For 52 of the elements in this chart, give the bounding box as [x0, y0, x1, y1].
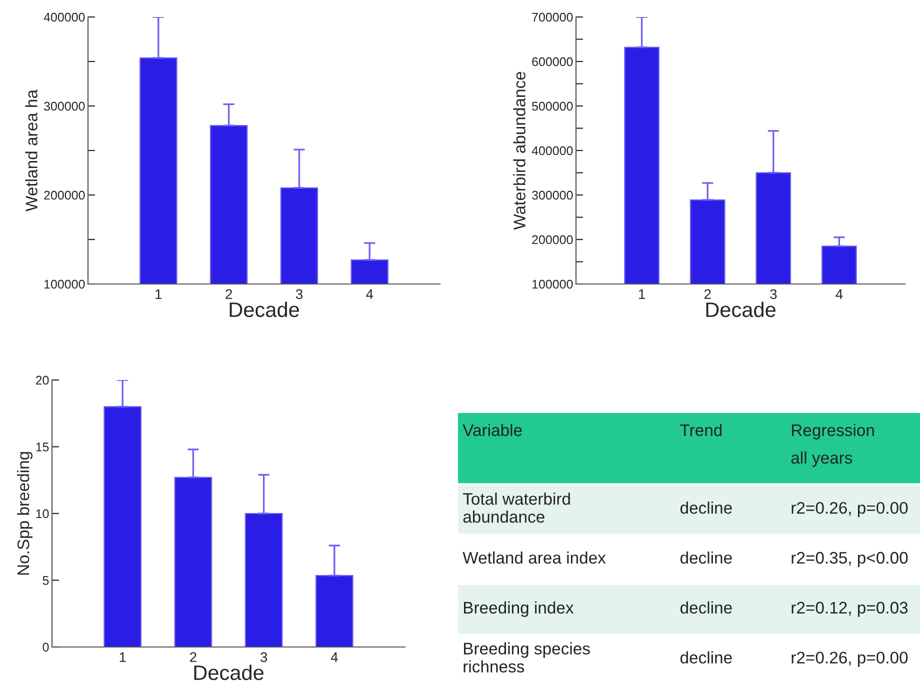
- x-tick-label: 3: [296, 289, 302, 300]
- y-axis-title: Waterbird abundance: [513, 72, 526, 230]
- x-tick-label: 1: [156, 289, 162, 299]
- y-tick-label: 300000: [44, 102, 85, 111]
- bar: [315, 575, 354, 647]
- y-axis-title: Wetland area ha: [25, 89, 38, 212]
- x-tick-label: 1: [638, 289, 645, 299]
- x-axis-title: Decade: [230, 302, 299, 318]
- text: Variable: [462, 424, 522, 436]
- y-tick-label: 200000: [44, 190, 85, 200]
- text: decline: [680, 651, 732, 664]
- text: Breeding species richness: [464, 642, 590, 672]
- text: Breeding index: [464, 601, 574, 617]
- x-axis-title: Decade: [706, 302, 776, 318]
- y-tick-label: 0: [42, 642, 49, 652]
- y-tick-label: 100000: [44, 280, 85, 289]
- text: Wetland area index: [462, 551, 606, 564]
- x-tick-label: 4: [366, 289, 374, 299]
- x-tick-label: 2: [226, 289, 232, 299]
- x-tick-label: 3: [260, 652, 268, 662]
- x-axis-title: Decade: [194, 664, 264, 680]
- text: Total waterbird abundance: [462, 492, 570, 523]
- y-tick-label: 400000: [532, 146, 573, 156]
- y-tick-label: 10: [36, 509, 49, 518]
- bar: [244, 512, 283, 647]
- y-axis-title: No.Spp breeding: [17, 452, 33, 575]
- text: r2=0.26, p=0.00: [792, 502, 908, 518]
- text: r2=0.35, p<0.00: [792, 552, 908, 567]
- x-tick-label: 3: [770, 289, 777, 300]
- text: Trend: [680, 424, 722, 436]
- y-tick-label: 600000: [532, 57, 573, 66]
- x-tick-label: 2: [704, 289, 711, 299]
- text: decline: [680, 551, 732, 564]
- y-tick-label: 15: [36, 442, 49, 452]
- y-tick-label: 100000: [532, 280, 573, 289]
- x-tick-label: 2: [190, 652, 196, 662]
- y-tick-label: 200000: [532, 235, 573, 244]
- y-tick-label: 20: [36, 376, 49, 385]
- x-tick-label: 1: [120, 652, 126, 662]
- text: decline: [680, 601, 732, 614]
- bar: [174, 476, 212, 647]
- y-tick-label: 5: [42, 576, 49, 585]
- y-tick-label: 400000: [44, 12, 85, 22]
- x-tick-label: 4: [330, 652, 338, 662]
- text: r2=0.26, p=0.00: [792, 652, 908, 667]
- text: Regression all years: [791, 424, 874, 468]
- text: decline: [680, 502, 732, 514]
- y-tick-label: 300000: [532, 190, 573, 200]
- text: r2=0.12, p=0.03: [792, 602, 908, 617]
- x-tick-label: 4: [836, 289, 843, 299]
- y-tick-label: 500000: [532, 102, 573, 111]
- y-tick-label: 700000: [532, 12, 573, 22]
